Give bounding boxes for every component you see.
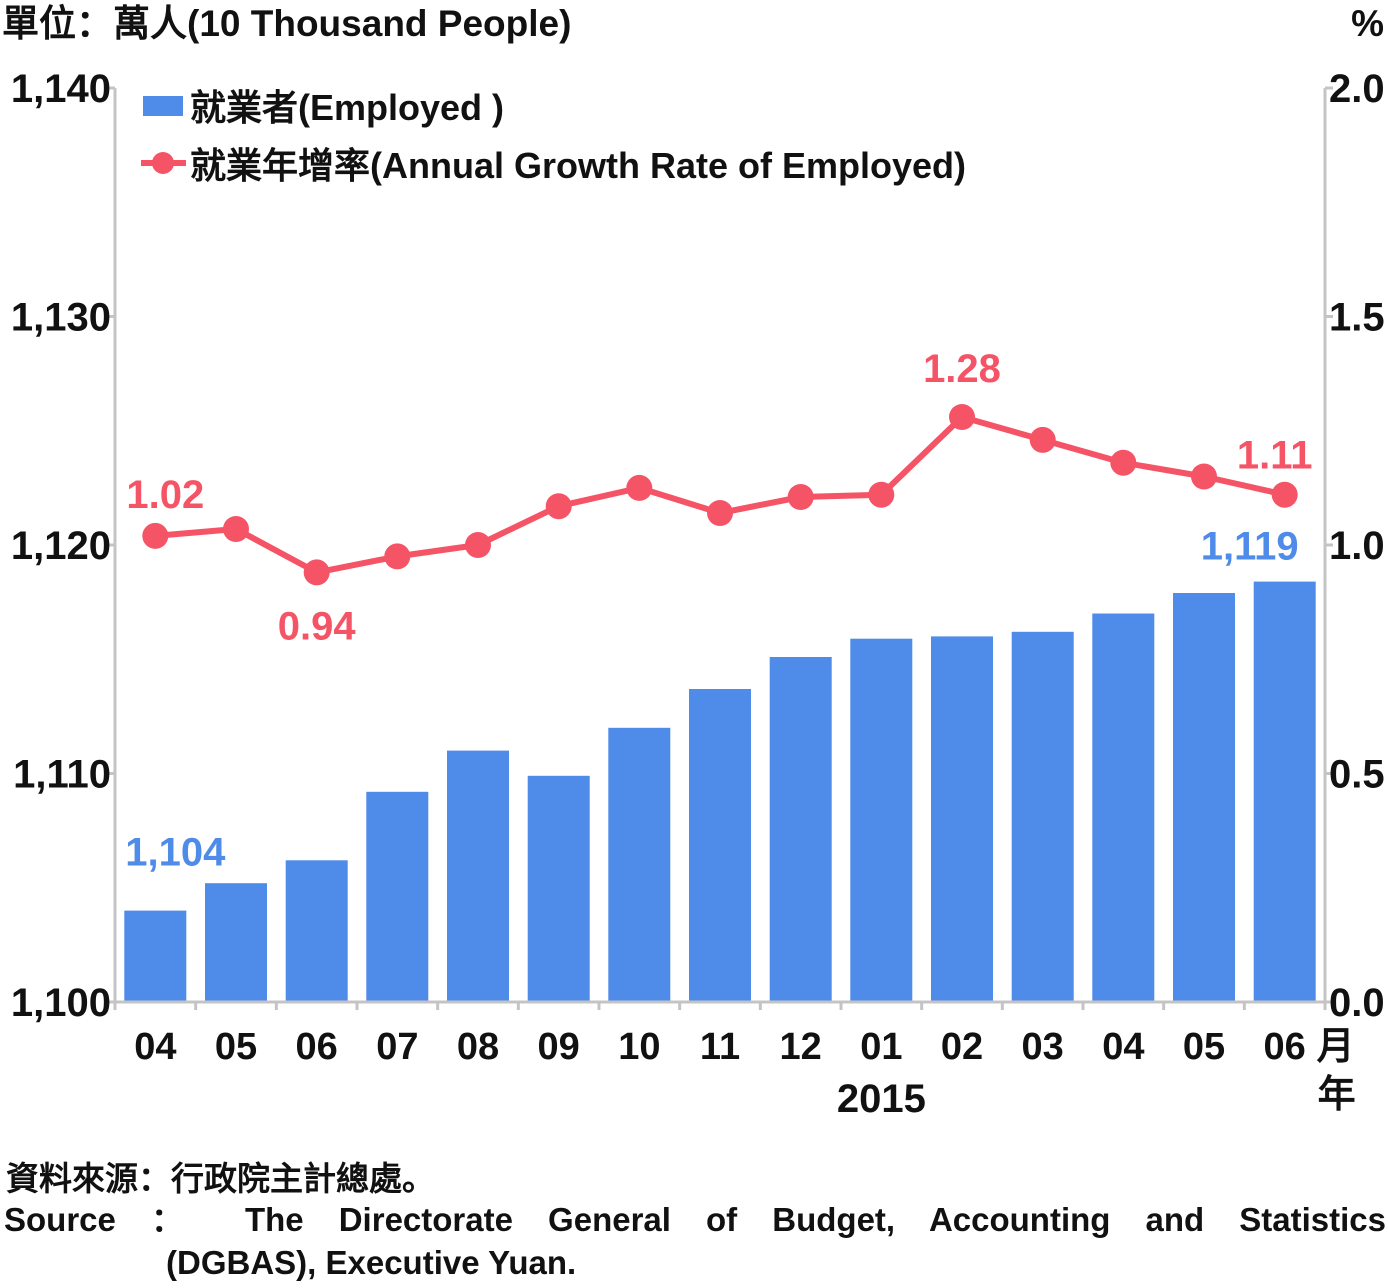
growth-rate-point [707,500,733,526]
left-tick-label: 1,110 [13,753,111,797]
growth-rate-point [142,522,169,549]
x-tick-label: 08 [457,1026,499,1068]
right-tick-label: 1.5 [1329,296,1385,340]
month-suffix: 月 [1317,1026,1355,1068]
x-tick-label: 11 [700,1026,740,1068]
data-label: 1.28 [923,347,1001,391]
growth-rate-point [303,559,330,586]
chart: 單位：萬人(10 Thousand People) % 1,100 1,110 1,12… [2,3,1385,1121]
x-tick-label: 06 [296,1026,338,1068]
data-label: 1.02 [126,473,204,517]
left-tick-label: 1,130 [11,296,111,340]
bar [366,791,429,1002]
data-label: 1,119 [1201,525,1299,569]
bar [689,689,751,1002]
right-tick-label: 0.5 [1329,753,1385,797]
data-label: 1.11 [1237,434,1313,478]
x-tick-label: 04 [134,1026,176,1068]
bar [1253,581,1316,1002]
bar [205,883,267,1002]
growth-rate-point [868,481,895,508]
growth-rate-point [545,493,572,520]
data-label: 1,104 [125,831,226,875]
bar [608,727,671,1002]
x-tick-label: 06 [1264,1026,1306,1068]
growth-rate-point [1110,449,1137,476]
x-tick-label: 03 [1022,1026,1064,1068]
bar [850,638,913,1002]
source-en-line1: Source ： The Directorate General of Budg… [4,1201,1386,1238]
legend-label-line: 就業年增率(Annual Growth Rate of Employed) [190,145,966,186]
x-tick-label: 05 [1183,1026,1225,1068]
bar [527,775,590,1002]
growth-rate-point [1191,463,1217,490]
bar [931,636,993,1002]
legend-swatch-bar [143,96,183,116]
right-tick-label: 0.0 [1329,981,1385,1025]
year-suffix: 年 [1318,1074,1356,1116]
right-tick-label: 2.0 [1329,67,1385,111]
bar [285,860,348,1002]
left-tick-label: 1,120 [11,524,111,568]
left-tick-label: 1,140 [11,67,111,111]
growth-rate-point [787,484,814,510]
growth-rate-point [1029,426,1056,453]
growth-rate-point [626,474,653,501]
bar [1011,631,1074,1002]
source-en-line2: (DGBAS), Executive Yuan. [166,1244,577,1281]
year-label: 2015 [837,1077,926,1121]
x-tick-label: 10 [618,1026,660,1068]
x-tick-label: 09 [538,1026,580,1068]
left-unit-label: 單位：萬人(10 Thousand People) [2,3,571,44]
bar [769,657,832,1002]
bar [1092,613,1155,1002]
x-tick-label: 04 [1102,1026,1144,1068]
right-tick-label: 1.0 [1329,524,1385,568]
growth-rate-point [949,404,975,430]
growth-rate-point [1271,481,1298,508]
bar [447,750,509,1002]
growth-rate-point [223,516,249,542]
bar [124,910,187,1002]
growth-rate-line [155,414,1286,576]
legend-label-bar: 就業者(Employed ) [190,87,504,128]
growth-rate-point [384,543,411,570]
x-tick-label: 12 [780,1026,822,1068]
bar [1173,593,1235,1002]
legend-swatch-marker [152,152,174,174]
left-tick-label: 1,100 [11,981,111,1025]
x-tick-label: 05 [215,1026,257,1068]
x-tick-label: 01 [860,1026,902,1068]
data-label: 0.94 [278,604,357,648]
right-unit-label: % [1351,3,1384,44]
growth-rate-point [465,532,491,558]
x-tick-label: 02 [941,1026,983,1068]
source-cn: 資料來源：行政院主計總處。 [6,1160,435,1197]
x-tick-label: 07 [376,1026,418,1068]
